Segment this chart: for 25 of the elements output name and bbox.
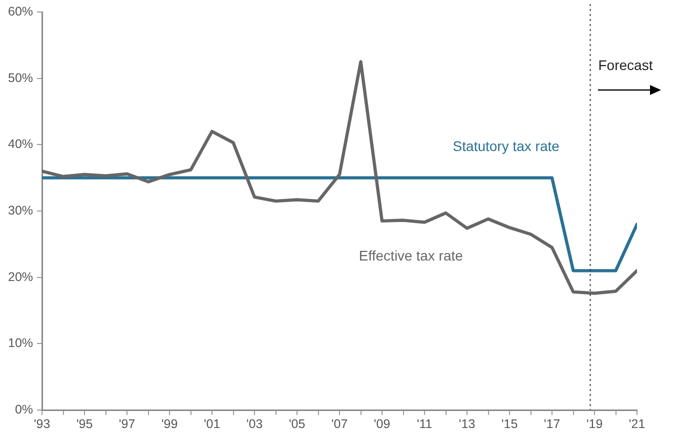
x-tick-label: '19 xyxy=(586,416,603,431)
x-tick-label: '09 xyxy=(374,416,390,431)
y-tick-label: 60% xyxy=(8,4,34,18)
y-tick-label: 50% xyxy=(8,70,34,85)
x-tick-label: '97 xyxy=(118,416,136,431)
x-tick-label: '05 xyxy=(288,416,306,431)
x-tick-label: '95 xyxy=(76,416,93,431)
x-tick-label: '93 xyxy=(34,416,50,431)
series-label: Effective tax rate xyxy=(358,248,464,264)
x-tick-label: '03 xyxy=(246,416,263,431)
x-tick-label: '99 xyxy=(161,416,178,431)
x-tick-label: '21 xyxy=(628,416,646,431)
x-tick-label: '01 xyxy=(204,416,220,431)
y-tick-label: 0% xyxy=(14,402,34,416)
y-tick-label: 30% xyxy=(8,203,34,218)
ref-line-label: Forecast xyxy=(598,56,653,73)
x-tick-label: '15 xyxy=(501,416,518,431)
x-tick-label: '13 xyxy=(458,416,476,431)
y-tick-label: 40% xyxy=(8,137,34,152)
x-tick-label: '17 xyxy=(544,416,560,431)
series-label: Statutory tax rate xyxy=(452,138,560,154)
y-tick-label: 10% xyxy=(8,336,34,350)
x-tick-label: '07 xyxy=(331,416,348,431)
x-tick-label: '11 xyxy=(416,416,432,431)
y-tick-label: 20% xyxy=(8,270,34,284)
